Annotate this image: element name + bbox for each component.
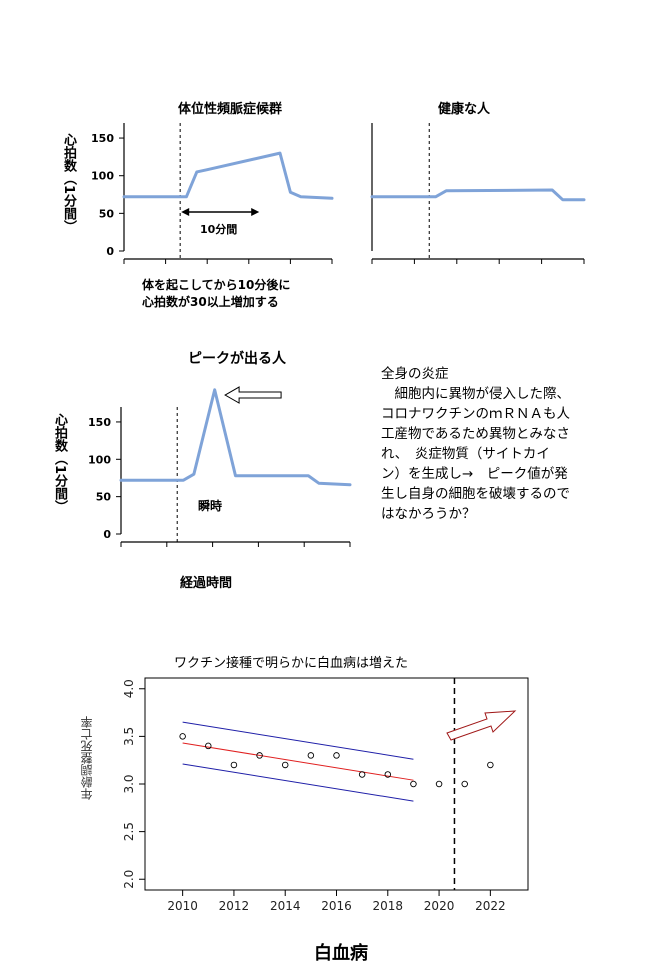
peak-pointer-arrow [224,386,282,404]
data-point [333,752,340,759]
y-tick-label: 3.5 [122,727,136,746]
y-tick-label: 150 [91,132,114,145]
data-point [205,742,212,750]
heart-rate-line [119,388,352,487]
chart2-title: 健康な人 [438,102,491,117]
data-point [487,761,494,769]
lower-prediction-band [182,763,414,802]
y-tick-label: 2.0 [122,870,136,889]
y-tick-label: 50 [96,491,112,504]
y-tick-label: 2.5 [122,822,136,841]
y-tick-label: 4.0 [122,679,136,698]
data-point [281,761,289,769]
x-tick-label: 2020 [424,899,455,913]
x-tick-label: 2010 [167,899,198,913]
note-line: 工産物であるため異物とみなさ [381,426,570,442]
trend-line [182,742,414,781]
chart1-annotation: 10分間 [200,223,238,236]
note-line: 生し自身の細胞を破壊するので [381,486,570,502]
chart3-ylabel: 心拍数（1分間） [52,413,67,514]
plot-frame [144,677,529,891]
data-point [230,761,238,769]
data-point [358,771,366,778]
data-point [461,780,468,788]
chart1-caption-line1: 体を起こしてから10分後に [142,278,291,292]
increase-arrow [446,710,517,741]
x-tick-label: 2018 [373,899,404,913]
data-point [256,752,263,759]
x-tick-label: 2014 [270,899,301,913]
note-line: れ、 炎症物質（サイトカイ [381,446,550,462]
y-tick-label: 50 [99,207,115,220]
duration-arrow-right-head [251,208,260,216]
data-point [384,771,392,778]
data-point [410,780,417,788]
note-line: 細胞内に異物が侵入した際、 [381,386,570,402]
heart-rate-line [122,151,334,200]
y-tick-label: 0 [103,528,111,541]
y-tick-label: 100 [88,453,111,466]
x-tick-label: 2016 [321,899,352,913]
x-tick-label: 2012 [219,899,250,913]
x-tick-label: 2022 [475,899,506,913]
chart3-title: ピークが出る人 [188,351,286,367]
chart4-xlabel: 白血病 [314,943,368,964]
heart-rate-line [370,188,586,202]
y-tick-label: 3.0 [122,774,136,793]
note-line: コロナワクチンのｍＲＮＡも人 [381,406,570,422]
chart4-title: ワクチン接種で明らかに白血病は増えた [174,656,409,671]
upper-prediction-band [182,721,414,760]
inflammation-note: 全身の炎症 細胞内に異物が侵入した際、 コロナワクチンのｍＲＮＡも人 工産物であ… [381,364,570,524]
chart1-caption-line2: 心拍数が30以上増加する [142,295,279,309]
chart3-annotation: 瞬時 [198,499,223,513]
duration-arrow-left-head [181,208,190,216]
note-heading: 全身の炎症 [381,366,449,382]
chart3-xlabel: 経過時間 [180,576,233,591]
note-line: はなかろうか？ [381,506,476,522]
data-point [435,780,443,788]
y-tick-label: 0 [106,245,114,258]
chart1-ylabel: 心拍数（1分間） [61,133,76,234]
chart1-title: 体位性頻脈症候群 [178,102,283,117]
data-point [179,733,186,740]
y-tick-label: 150 [88,416,111,429]
y-tick-label: 100 [91,170,114,183]
note-line: ン）を生成し→ ピーク値が発 [381,466,568,482]
data-point [307,752,315,759]
